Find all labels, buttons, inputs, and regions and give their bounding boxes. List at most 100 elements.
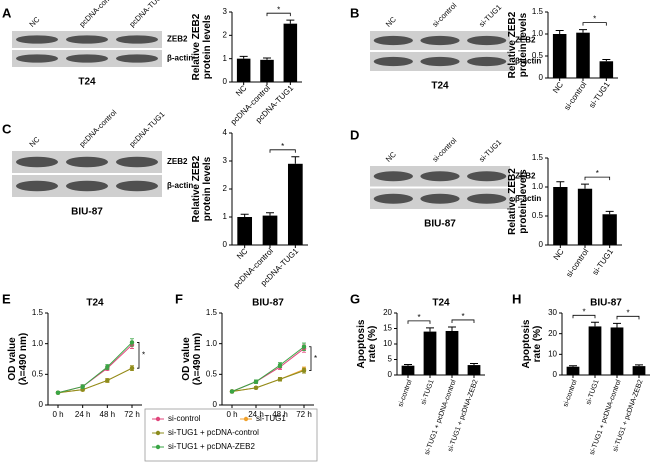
blot-band: [66, 35, 108, 44]
x-tick-label: 0 h: [226, 410, 237, 419]
series-line: [231, 346, 305, 392]
bar: [401, 365, 415, 375]
bar: [287, 163, 303, 245]
lane-label: NC: [27, 134, 41, 148]
series-line: [57, 367, 133, 394]
x-tick-label: si-control: [562, 379, 578, 408]
lane-label: si-TUG1: [477, 3, 503, 29]
y-axis-label: Relative ZEB2: [507, 11, 518, 78]
chart-title: BIU-87: [590, 298, 622, 309]
panel-letter: F: [175, 291, 183, 306]
panel-letter: G: [350, 291, 360, 306]
bar: [552, 34, 567, 78]
legend-label: si-control: [168, 414, 201, 423]
x-tick-label: si-TUG1: [591, 247, 616, 277]
blot-row-label: β-actin: [167, 54, 193, 63]
x-tick-label: NC: [234, 83, 249, 98]
y-tick-label: 1.5: [532, 153, 544, 162]
significance-bracket: [407, 320, 431, 324]
bar: [236, 58, 251, 82]
cell-line-label: BIU-87: [424, 219, 456, 230]
significance-bracket: [269, 149, 296, 153]
bar: [467, 365, 481, 375]
error-bar: [448, 326, 456, 331]
x-tick-label: 24 h: [248, 410, 264, 419]
y-tick-label: 15: [383, 324, 392, 333]
error-bar: [239, 55, 248, 59]
blot-row-label: ZEB2: [167, 35, 188, 44]
blot-row-label: ZEB2: [167, 157, 188, 166]
series-line: [231, 368, 305, 393]
bar: [445, 330, 459, 375]
bar: [577, 188, 593, 245]
legend-marker: [155, 430, 161, 436]
lane-label: pcDNA-TUG1: [127, 0, 166, 29]
blot-row-label: β-actin: [515, 57, 541, 66]
blot-row-label: β-actin: [167, 181, 193, 190]
significance-bracket: [616, 315, 640, 320]
blot-band: [420, 56, 460, 67]
error-bar: [613, 322, 621, 328]
lane-label: pcDNA-TUG1: [127, 110, 166, 149]
y-tick-label: 0.5: [206, 369, 218, 378]
y-tick-label: 20: [383, 308, 392, 317]
y-tick-label: 5: [388, 355, 393, 364]
lane-label: pcDNA-control: [77, 0, 118, 29]
blot-band: [373, 171, 413, 182]
chart-title: T24: [432, 298, 450, 309]
y-tick-label: 20: [548, 329, 557, 338]
significance-bracket: [266, 12, 291, 17]
significance-label: *: [596, 169, 599, 178]
point: [277, 377, 283, 382]
blot-band: [420, 171, 460, 182]
bar: [423, 331, 437, 375]
x-tick-label: 72 h: [296, 410, 312, 419]
y-tick-label: 10: [548, 349, 557, 358]
y-tick-label: 1.0: [532, 29, 544, 38]
bar: [632, 366, 646, 375]
blot-band: [373, 193, 413, 204]
point: [80, 384, 85, 389]
x-tick-label: si-control: [564, 247, 590, 279]
error-bar: [266, 212, 274, 216]
panel-letter: A: [2, 5, 12, 20]
y-tick-label: 3: [223, 7, 228, 16]
x-tick-label: si-TUG1: [585, 379, 601, 406]
blot-band: [420, 35, 460, 46]
bar: [576, 32, 590, 78]
legend-label: si-TUG1 + pcDNA-control: [168, 428, 259, 437]
point: [253, 379, 259, 384]
y-tick-label: 0: [539, 240, 544, 249]
x-tick-label: si-control: [397, 379, 413, 408]
y-axis-label: Apoptosis: [356, 319, 367, 368]
y-tick-label: 2: [223, 30, 228, 39]
blot-band: [467, 193, 507, 204]
y-tick-label: 0.5: [32, 369, 44, 378]
cell-line-label: T24: [431, 81, 449, 92]
y-tick-label: 3: [223, 156, 228, 165]
series-line: [231, 370, 305, 393]
lane-label: si-control: [430, 136, 458, 164]
blot-band: [66, 54, 108, 63]
y-tick-label: 0: [539, 73, 544, 82]
y-tick-label: 30: [548, 308, 557, 317]
error-bar: [404, 363, 412, 366]
lane-label: si-control: [430, 1, 458, 29]
significance-label: *: [277, 5, 280, 14]
significance-bracket: [137, 342, 140, 369]
blot-band: [373, 56, 413, 67]
blot-band: [16, 35, 58, 44]
x-tick-label: 24 h: [75, 410, 91, 419]
lane-label: NC: [27, 14, 41, 28]
significance-bracket: [584, 176, 611, 181]
point: [229, 389, 235, 394]
x-tick-label: NC: [235, 246, 250, 261]
x-tick-label: si-TUG1: [587, 80, 612, 110]
significance-label: *: [582, 307, 585, 316]
y-axis-label: rate (%): [367, 326, 378, 363]
bar: [283, 23, 298, 83]
lane-label: NC: [384, 149, 398, 163]
chart-title: BIU-87: [252, 298, 284, 309]
x-tick-label: NC: [552, 247, 566, 262]
